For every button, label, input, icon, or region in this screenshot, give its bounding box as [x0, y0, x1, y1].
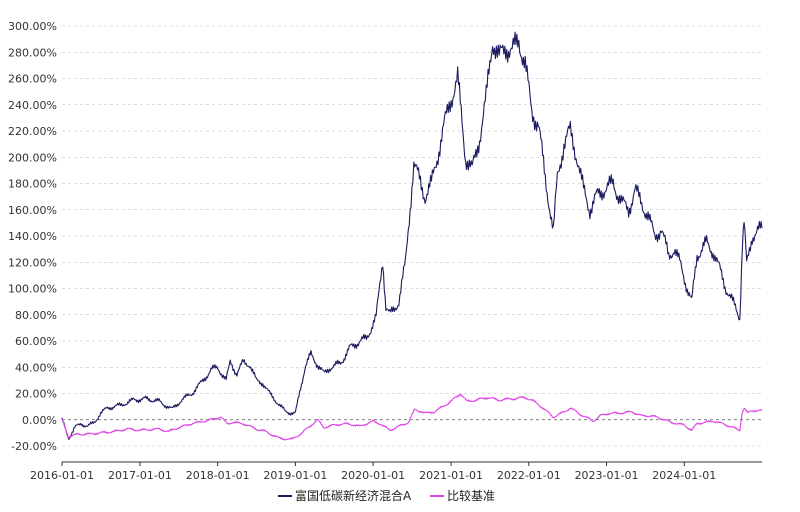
y-tick-label: 20.00%	[15, 388, 57, 401]
legend-label: 比较基准	[447, 488, 495, 503]
y-tick-label: 60.00%	[15, 335, 57, 348]
y-tick-label: 40.00%	[15, 361, 57, 374]
y-tick-label: -20.00%	[11, 440, 57, 453]
x-tick-label: 2020-01-01	[341, 469, 405, 482]
x-tick-label: 2024-01-01	[652, 469, 716, 482]
series-line-1	[61, 31, 763, 440]
x-tick-label: 2023-01-01	[575, 469, 639, 482]
y-tick-label: 280.00%	[8, 46, 57, 59]
x-tick-label: 2022-01-01	[497, 469, 561, 482]
x-tick-label: 2016-01-01	[30, 469, 94, 482]
y-tick-label: 220.00%	[8, 125, 57, 138]
x-tick-label: 2018-01-01	[186, 469, 250, 482]
y-tick-label: 140.00%	[8, 230, 57, 243]
y-tick-label: 260.00%	[8, 73, 57, 86]
y-axis: -20.00% 0.00% 20.00% 40.00% 60.00% 80.00% 100.…	[8, 20, 57, 453]
x-tick-label: 2021-01-01	[419, 469, 483, 482]
series-lines	[61, 31, 763, 441]
x-axis: 2016-01-01 2017-01-01 2018-01-01 2019-01-01…	[30, 461, 762, 482]
grid-lines	[62, 25, 762, 447]
series-line-2	[61, 393, 763, 441]
y-tick-label: 300.00%	[8, 20, 57, 33]
y-tick-label: 100.00%	[8, 283, 57, 296]
x-tick-label: 2017-01-01	[108, 469, 172, 482]
y-tick-label: 240.00%	[8, 99, 57, 112]
y-tick-label: 120.00%	[8, 256, 57, 269]
y-tick-label: 180.00%	[8, 178, 57, 191]
legend: 富国低碳新经济混合A 比较基准	[278, 488, 495, 503]
x-tick-label: 2019-01-01	[263, 469, 327, 482]
y-tick-label: 80.00%	[15, 309, 57, 322]
y-tick-label: 160.00%	[8, 204, 57, 217]
y-tick-label: 200.00%	[8, 151, 57, 164]
legend-label: 富国低碳新经济混合A	[295, 488, 412, 503]
y-tick-label: 0.00%	[22, 414, 57, 427]
